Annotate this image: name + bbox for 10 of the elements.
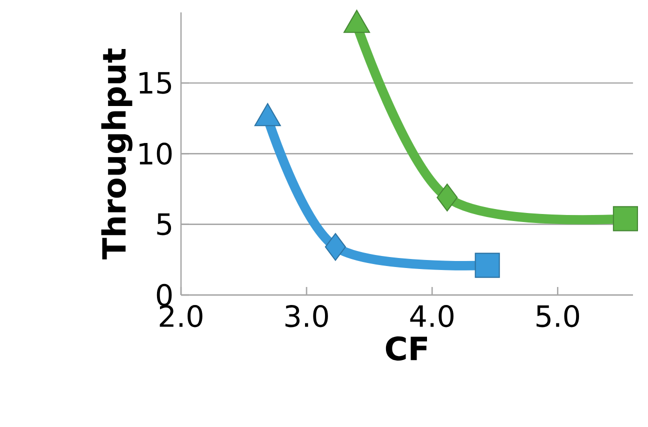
y-tick-label: 0 bbox=[156, 284, 172, 306]
y-tick-label: 5 bbox=[157, 213, 172, 236]
x-axis-title: CF bbox=[386, 336, 427, 361]
x-tick-label: 3.0 bbox=[285, 305, 328, 328]
y-tick-label: 15 bbox=[140, 72, 172, 94]
x-tick-label: 5.0 bbox=[536, 305, 580, 328]
x-tick-label: 4.0 bbox=[410, 305, 454, 328]
y-tick-label: 10 bbox=[140, 142, 172, 165]
y-axis-title: Throughput bbox=[101, 48, 132, 260]
x-tick-label: 2.0 bbox=[160, 305, 202, 328]
